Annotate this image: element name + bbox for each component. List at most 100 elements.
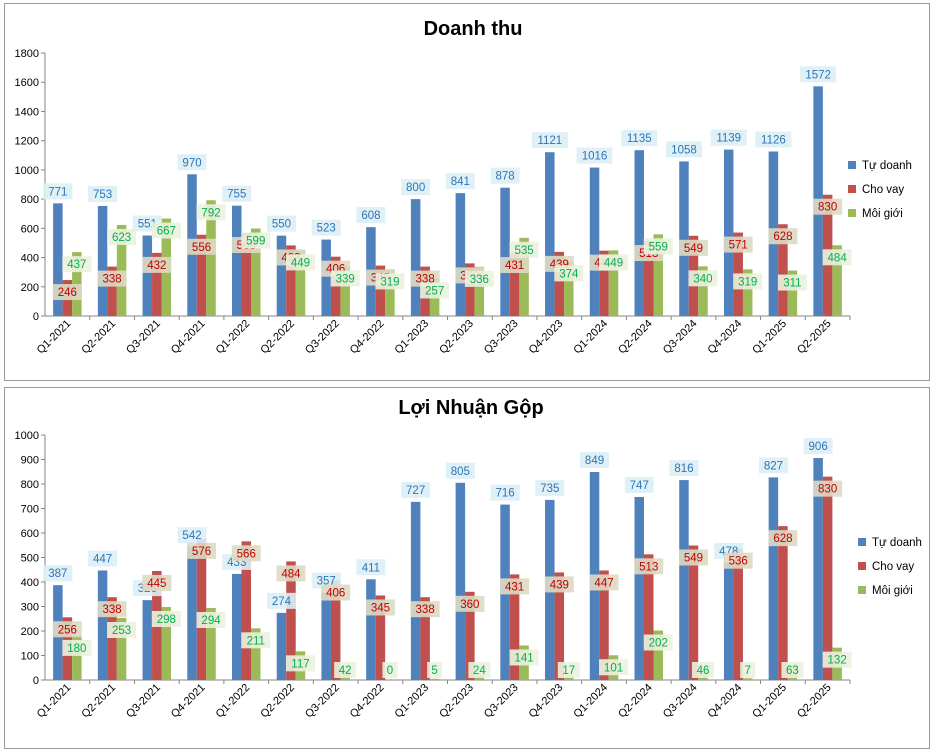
data-label-box — [43, 183, 73, 200]
data-label-text: 599 — [246, 235, 265, 247]
bar-cho-vay — [420, 597, 430, 680]
data-label-moi-gioi: 117 — [285, 655, 315, 672]
bar-moi-gioi — [519, 237, 529, 316]
data-label-box — [800, 66, 837, 83]
bar-tu-doanh — [768, 477, 779, 680]
data-label-box — [231, 545, 261, 562]
bar-moi-gioi — [832, 245, 842, 316]
data-label-box — [813, 480, 843, 497]
y-tick-label: 400 — [21, 253, 39, 265]
data-label-cho-vay: 571 — [723, 236, 753, 253]
data-label-box — [455, 595, 485, 612]
bar-tu-doanh — [97, 570, 108, 680]
data-label-cho-vay: 556 — [187, 238, 217, 255]
y-tick-label: 300 — [21, 602, 39, 614]
data-label-tu-doanh: 771 — [43, 183, 73, 200]
y-tick-label: 1000 — [15, 165, 39, 177]
data-label-tu-doanh: 753 — [88, 185, 118, 202]
data-label-text: 549 — [684, 243, 703, 255]
data-label-moi-gioi: 132 — [822, 651, 852, 668]
data-label-box — [311, 219, 341, 236]
bar-tu-doanh — [455, 482, 466, 680]
bar-cho-vay — [241, 233, 251, 316]
bar-tu-doanh — [366, 579, 376, 680]
bar-tu-doanh — [142, 600, 153, 680]
legend-swatch — [848, 161, 856, 169]
data-label-text: 771 — [48, 186, 67, 198]
data-label-cho-vay: 338 — [97, 601, 127, 618]
legend-label: Môi giới — [872, 585, 913, 597]
data-label-moi-gioi: 180 — [62, 639, 92, 656]
data-label-moi-gioi: 0 — [382, 662, 398, 678]
data-label-cho-vay: 431 — [500, 578, 530, 595]
data-label-box — [266, 592, 296, 609]
data-label-tu-doanh: 805 — [445, 462, 475, 479]
bar-moi-gioi — [161, 606, 172, 680]
bar-cho-vay — [822, 476, 833, 680]
data-label-text: 202 — [649, 638, 668, 650]
bar-cho-vay — [465, 263, 475, 316]
data-label-text: 830 — [818, 484, 837, 496]
data-label-box — [382, 662, 398, 678]
data-label-text: 1139 — [716, 133, 741, 145]
data-label-cho-vay: 445 — [142, 574, 172, 591]
data-label-text: 535 — [514, 245, 533, 257]
legend-item-moi-gioi: Môi giới — [858, 585, 913, 597]
bar-tu-doanh — [232, 573, 242, 680]
legend-swatch — [858, 538, 866, 546]
data-label-text: 484 — [828, 252, 848, 264]
data-label-box — [468, 662, 491, 678]
data-label-box — [285, 254, 315, 271]
data-label-cho-vay: 830 — [813, 480, 843, 497]
data-label-box — [401, 481, 431, 498]
data-label-text: 571 — [729, 240, 748, 252]
data-label-text: 411 — [362, 562, 380, 574]
x-tick-label: Q4-2021 — [169, 682, 208, 721]
bar-tu-doanh — [97, 205, 108, 316]
bar-moi-gioi — [251, 228, 261, 316]
data-label-text: 256 — [58, 624, 77, 636]
data-label-box — [266, 215, 296, 232]
bar-cho-vay — [152, 252, 162, 316]
data-label-moi-gioi: 141 — [509, 649, 539, 666]
data-label-box — [576, 147, 613, 164]
data-label-box — [62, 639, 92, 656]
data-label-text: 345 — [371, 602, 390, 614]
data-label-moi-gioi: 535 — [509, 241, 539, 258]
data-label-cho-vay: 830 — [813, 198, 843, 215]
data-label-text: 484 — [281, 568, 301, 580]
gross-profit-chart: Lợi Nhuận Gộp 0 100 200 300 400 500 600 700 800 90… — [15, 397, 922, 721]
data-label-text: 849 — [585, 455, 604, 467]
bar-cho-vay — [375, 595, 386, 680]
data-label-moi-gioi: 374 — [554, 265, 584, 282]
data-label-box — [624, 476, 654, 493]
data-label-box — [634, 558, 664, 575]
x-tick-label: Q4-2022 — [348, 318, 387, 357]
data-label-text: 445 — [147, 578, 166, 590]
data-label-box — [535, 479, 565, 496]
data-label-box — [196, 204, 226, 221]
bar-moi-gioi — [385, 269, 395, 316]
bar-cho-vay — [778, 224, 788, 316]
data-label-text: 1121 — [537, 135, 562, 147]
data-label-text: 747 — [630, 480, 649, 492]
data-label-tu-doanh: 816 — [669, 460, 699, 477]
bar-cho-vay — [554, 251, 565, 316]
data-label-text: 117 — [291, 658, 309, 670]
legend-item-cho-vay: Cho vay — [858, 561, 914, 573]
data-label-text: 449 — [604, 257, 623, 269]
data-label-cho-vay: 432 — [142, 256, 172, 273]
x-tick-label: Q4-2021 — [169, 318, 208, 357]
x-tick-label: Q1-2023 — [393, 318, 432, 357]
data-label-box — [768, 228, 798, 245]
bar-cho-vay — [688, 545, 699, 680]
data-label-moi-gioi: 339 — [330, 270, 360, 287]
bar-cho-vay — [196, 538, 207, 680]
y-tick-label: 400 — [21, 577, 39, 589]
bar-cho-vay — [107, 597, 117, 680]
y-tick-label: 1800 — [15, 48, 39, 60]
data-label-box — [356, 559, 386, 576]
bar-cho-vay — [286, 245, 296, 316]
data-label-box — [62, 256, 92, 273]
bar-cho-vay — [330, 580, 341, 680]
